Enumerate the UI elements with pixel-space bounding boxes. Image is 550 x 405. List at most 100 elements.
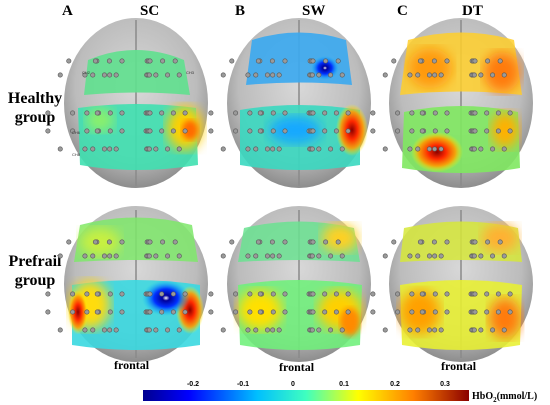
optode-dot (208, 309, 214, 315)
optode-dot (472, 239, 478, 245)
optode-dot (113, 253, 119, 259)
optode-dot (391, 239, 397, 245)
optode-dot (82, 253, 88, 259)
optode-dot (84, 309, 90, 315)
channel-label: CH8 (72, 152, 81, 157)
channel-label: CH2 (82, 70, 91, 75)
optode-dot (282, 309, 288, 315)
optode-dot (472, 58, 478, 64)
optode-dot (208, 291, 214, 297)
optode-dot (471, 146, 477, 152)
optode-dot (70, 291, 76, 297)
optode-dot (182, 291, 188, 297)
optode-dot (282, 58, 288, 64)
optode-dot (419, 291, 425, 297)
colorbar (143, 390, 469, 401)
optode-dot (107, 291, 113, 297)
optode-dot (229, 239, 235, 245)
condition-sw: SW (302, 3, 326, 19)
optode-dot (438, 146, 444, 152)
optode-dot (153, 146, 159, 152)
optode-dot (257, 309, 263, 315)
optode-dot (82, 327, 88, 333)
frontal-label-sc: frontal (114, 358, 150, 372)
optode-dot (147, 58, 153, 64)
optode-dot (432, 128, 438, 134)
optode-dot (322, 128, 328, 134)
channel-label: CH6 (72, 130, 81, 135)
optode-dot (147, 110, 153, 116)
optode-dot (233, 110, 239, 116)
optode-dot (345, 291, 351, 297)
row-label-healthy-line1: Healthy (7, 90, 63, 107)
panel-letter-a: A (62, 3, 73, 19)
optode-dot (345, 309, 351, 315)
optode-dot (160, 239, 166, 245)
optode-dot (247, 128, 253, 134)
optode-dot (382, 253, 388, 259)
optode-dot (182, 309, 188, 315)
optode-dot (497, 239, 503, 245)
optode-dot (146, 146, 152, 152)
optode-dot (333, 110, 339, 116)
optode-dot (57, 253, 63, 259)
optode-dot (472, 110, 478, 116)
optode-dot (507, 291, 513, 297)
optode-dot (316, 72, 322, 78)
optode-dot (484, 110, 490, 116)
optode-dot (490, 327, 496, 333)
optode-dot (253, 146, 259, 152)
optode-dot (107, 253, 113, 259)
optode-dot (495, 309, 501, 315)
optode-dot (270, 110, 276, 116)
brain-prefrail-sw (227, 206, 371, 362)
optode-dot (507, 110, 513, 116)
optode-dot (409, 291, 415, 297)
optode-dot (84, 291, 90, 297)
optode-dot (66, 239, 72, 245)
optode-dot (107, 327, 113, 333)
brain-healthy-sw (227, 18, 371, 188)
colorbar-unit: HbO2(mmol/L) (472, 391, 537, 404)
optode-dot (426, 253, 432, 259)
optode-dot (335, 58, 341, 64)
optode-dot (490, 146, 496, 152)
optode-dot (245, 146, 251, 152)
optode-dot (245, 72, 251, 78)
optode-dot (57, 327, 63, 333)
optode-dot (94, 128, 100, 134)
optode-dot (119, 239, 125, 245)
optode-dot (90, 146, 96, 152)
optode-dot (328, 253, 334, 259)
brain-prefrail-dt (389, 206, 533, 362)
brain-prefrail-sc (64, 206, 208, 362)
condition-sc: SC (140, 3, 160, 19)
optode-dot (323, 58, 329, 64)
optode-dot (328, 72, 334, 78)
optode-dot (415, 327, 421, 333)
row-label-prefrail-line2: group (14, 272, 56, 289)
optode-dot (220, 72, 226, 78)
optode-dot (309, 72, 315, 78)
optode-dot (153, 72, 159, 78)
optode-dot (316, 253, 322, 259)
optode-dot (264, 253, 270, 259)
optode-dot (407, 253, 413, 259)
optode-dot (485, 58, 491, 64)
optode-dot (432, 146, 438, 152)
optode-dot (276, 327, 282, 333)
colorbar-unit-suffix: (mmol/L) (496, 391, 538, 402)
panel-letter-b: B (235, 3, 246, 19)
optode-dot (264, 327, 270, 333)
optode-dot (495, 110, 501, 116)
optode-dot (176, 72, 182, 78)
optode-dot (208, 128, 214, 134)
optode-dot (146, 253, 152, 259)
optode-dot (322, 110, 328, 116)
optode-dot (165, 146, 171, 152)
optode-dot (345, 128, 351, 134)
optode-dot (484, 128, 490, 134)
optode-dot (107, 110, 113, 116)
optode-dot (45, 309, 51, 315)
row-label-prefrail-line1: Prefrail (8, 253, 62, 270)
